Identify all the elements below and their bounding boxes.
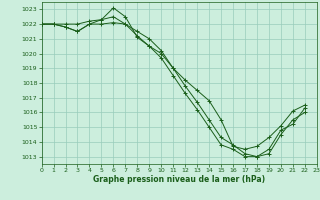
X-axis label: Graphe pression niveau de la mer (hPa): Graphe pression niveau de la mer (hPa) <box>93 175 265 184</box>
